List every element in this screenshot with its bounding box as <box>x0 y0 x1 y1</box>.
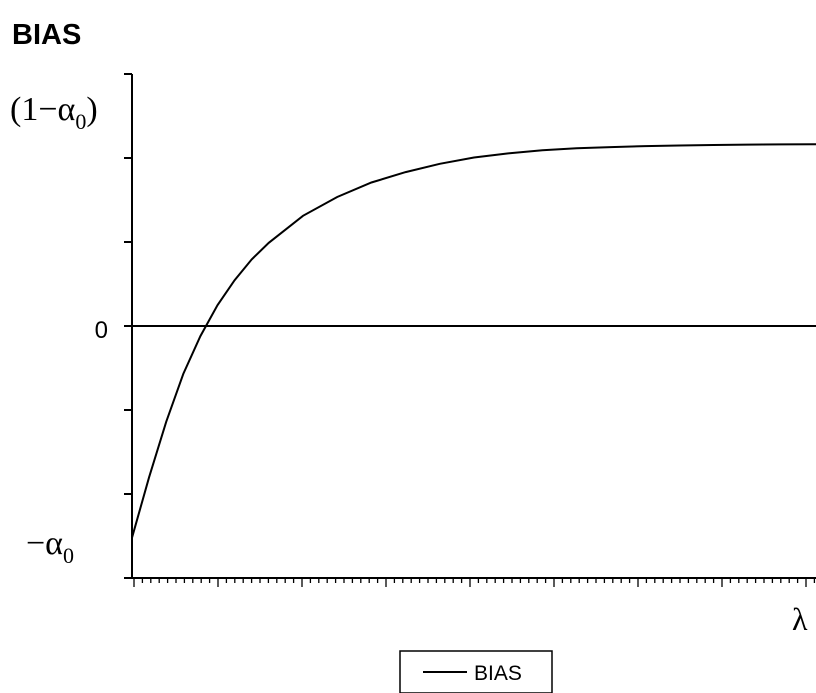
y-tick-label-top: (1−α0) <box>10 91 98 134</box>
y-tick-label-zero: 0 <box>95 317 108 344</box>
chart-title: BIAS <box>12 19 81 51</box>
legend-box <box>399 650 553 693</box>
bias-series-line <box>131 143 816 538</box>
y-tick-label-bottom: −α0 <box>26 525 74 568</box>
x-axis-label: λ <box>792 601 808 637</box>
x-axis-minor-ticks <box>133 578 816 587</box>
y-axis-minor-ticks <box>124 73 132 579</box>
legend: BIAS <box>399 650 553 693</box>
legend-label: BIAS <box>474 662 522 685</box>
